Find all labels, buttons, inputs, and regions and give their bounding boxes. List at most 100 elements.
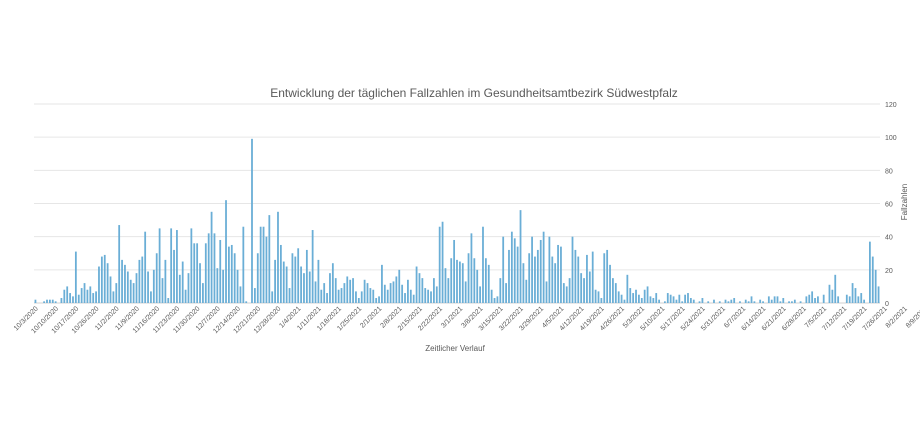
bar: [363, 279, 366, 303]
bar: [389, 283, 392, 303]
bar: [407, 279, 409, 303]
bar: [334, 278, 337, 304]
bar: [155, 253, 158, 303]
bar: [508, 249, 510, 303]
bar: [219, 239, 222, 303]
bar: [623, 299, 626, 303]
bar: [759, 299, 762, 303]
bar: [294, 256, 297, 303]
bar: [502, 236, 505, 303]
bar: [274, 259, 276, 303]
bar: [571, 236, 574, 303]
bar: [213, 233, 216, 303]
bar: [649, 296, 652, 303]
bar: [178, 274, 181, 303]
bar: [392, 281, 395, 303]
bar: [652, 298, 655, 303]
bar: [464, 281, 467, 303]
bar: [176, 230, 178, 303]
bar: [366, 283, 369, 303]
bar: [378, 296, 380, 303]
bar: [193, 243, 196, 303]
bar: [845, 294, 848, 303]
bar: [288, 288, 291, 303]
bar: [632, 293, 635, 303]
bar: [583, 278, 585, 304]
bar: [643, 289, 646, 303]
bar: [430, 291, 432, 303]
bar: [138, 259, 141, 303]
bar: [184, 289, 187, 303]
bar: [202, 283, 204, 303]
bar: [629, 288, 632, 303]
bar: [588, 271, 591, 303]
bar: [144, 231, 147, 303]
bar: [86, 289, 89, 303]
bar: [594, 289, 597, 303]
bar: [112, 291, 115, 303]
bar: [516, 246, 519, 303]
bar: [461, 263, 464, 303]
bar: [600, 298, 603, 303]
bar: [279, 244, 282, 303]
bar: [513, 238, 516, 303]
bar: [63, 289, 66, 303]
bar: [77, 294, 80, 303]
bar: [675, 299, 678, 303]
y-axis-label: Fallzahlen: [900, 184, 909, 220]
bar: [473, 258, 476, 303]
bar: [323, 283, 326, 303]
bar: [718, 301, 721, 303]
x-tick-labels: 10/3/202010/10/202010/17/202010/26/20201…: [13, 305, 920, 335]
bar: [467, 253, 470, 303]
bar: [733, 298, 736, 303]
bar: [121, 259, 123, 303]
bar: [349, 279, 352, 303]
bar: [150, 291, 152, 303]
bar: [190, 228, 193, 304]
bar: [412, 294, 415, 303]
bar: [170, 228, 173, 304]
bar: [230, 244, 233, 303]
bar: [161, 278, 164, 304]
bar: [164, 259, 167, 303]
bar: [551, 256, 554, 303]
bar: [409, 289, 412, 303]
bar: [606, 249, 609, 303]
bar: [331, 263, 334, 303]
bar: [435, 286, 438, 303]
bar: [291, 253, 294, 303]
bar: [43, 301, 45, 303]
y-tick-label: 0: [885, 301, 889, 308]
bar: [300, 266, 302, 303]
bar: [808, 294, 811, 303]
bar: [204, 243, 207, 303]
bar: [418, 273, 421, 303]
bar: [707, 301, 710, 303]
bar: [115, 283, 118, 303]
bar: [837, 296, 840, 303]
bar: [672, 296, 675, 303]
bar: [817, 296, 819, 303]
bar: [565, 286, 568, 303]
bar: [554, 263, 557, 303]
bar: [548, 236, 551, 303]
bar: [681, 301, 684, 303]
bar: [386, 289, 389, 303]
bar: [147, 271, 149, 303]
bar: [522, 263, 525, 303]
bar: [603, 253, 606, 303]
bar: [848, 296, 851, 303]
bar: [303, 273, 305, 303]
bar: [46, 299, 48, 303]
bar: [739, 301, 741, 303]
bar: [404, 293, 406, 303]
bar: [239, 286, 242, 303]
bar: [724, 299, 727, 303]
bar: [262, 226, 265, 303]
bar: [340, 288, 343, 303]
bar: [438, 226, 441, 303]
bar: [476, 269, 479, 303]
bar: [305, 249, 308, 303]
